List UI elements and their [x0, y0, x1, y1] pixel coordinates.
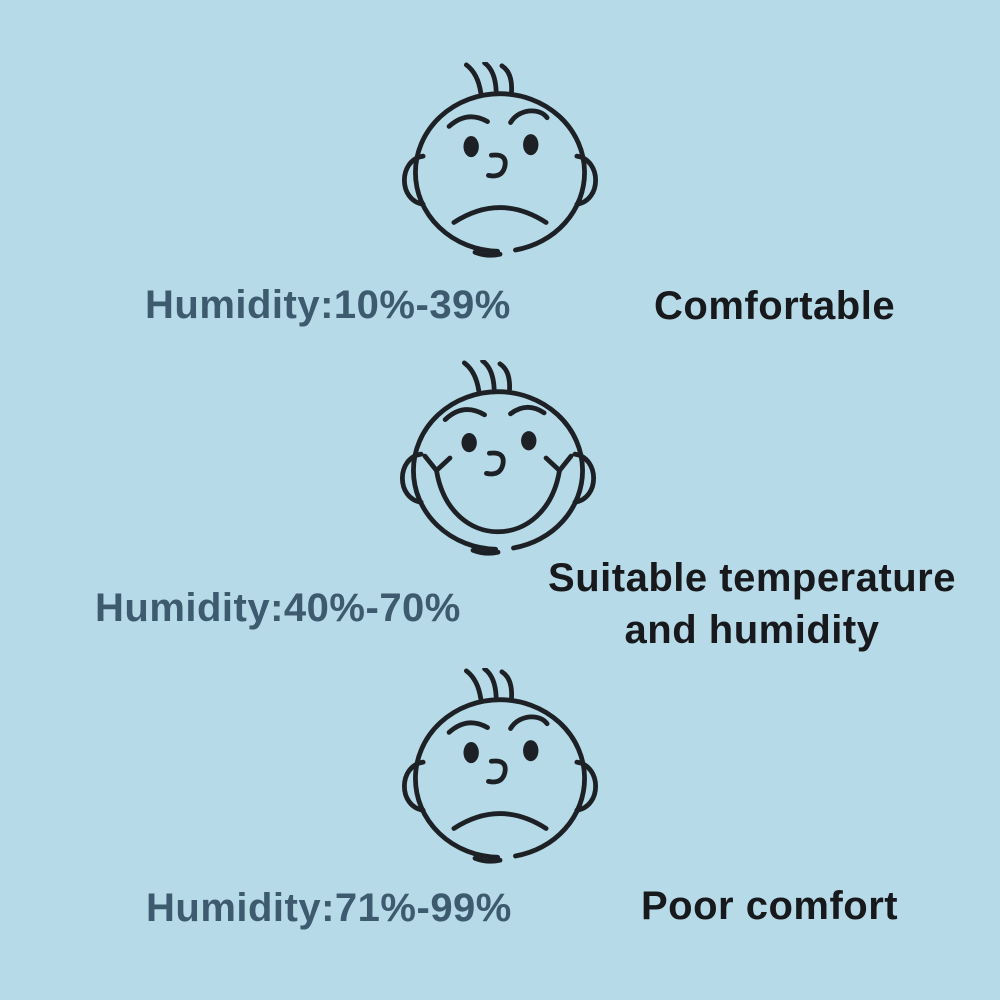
humidity-range-label: Humidity:10%-39% — [145, 283, 511, 327]
comfort-description-line: and humidity — [624, 608, 880, 652]
sad-face-icon — [394, 62, 606, 259]
happy-face-icon — [392, 360, 604, 557]
humidity-range-label: Humidity:71%-99% — [146, 886, 512, 930]
humidity-range-label: Humidity:40%-70% — [95, 586, 461, 630]
comfort-description: Suitable temperature and humidity — [540, 552, 964, 656]
comfort-description-line: Suitable temperature — [548, 556, 956, 600]
sad-face-icon — [394, 668, 606, 865]
comfort-description: Poor comfort — [641, 884, 899, 928]
comfort-description: Comfortable — [654, 284, 896, 328]
